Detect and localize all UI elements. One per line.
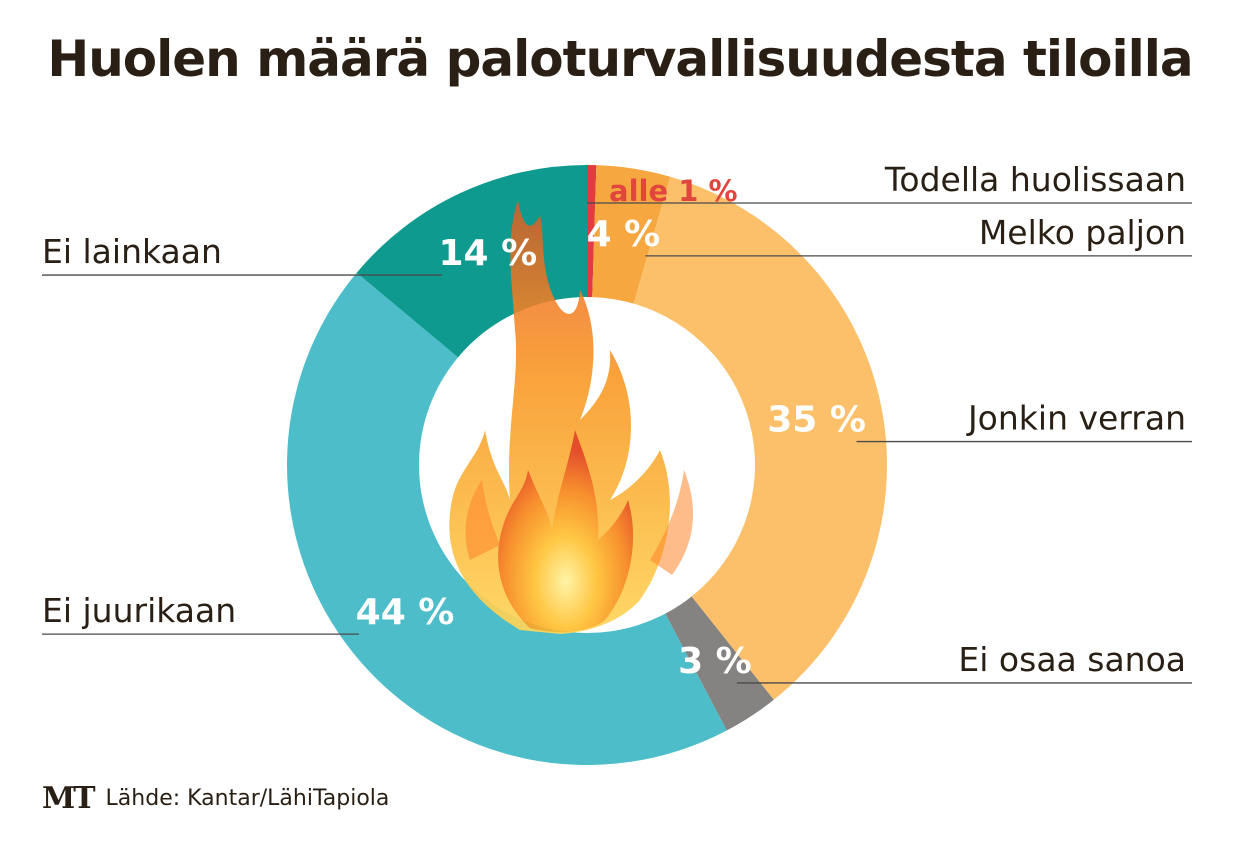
category-label-melko-paljon: Melko paljon [979, 213, 1186, 252]
pct-label-ei-osaa-sanoa: 3 % [678, 641, 752, 682]
category-label-todella-huolissaan: Todella huolissaan [884, 160, 1186, 199]
slice-ei-osaa-sanoa [665, 596, 774, 731]
slice-ei-juurikaan [287, 272, 727, 765]
category-label-ei-osaa-sanoa: Ei osaa sanoa [958, 640, 1186, 679]
flame-icon [449, 200, 694, 634]
slice-todella-huolissaan [587, 165, 597, 298]
pct-label-todella-huolissaan: alle 1 % [609, 174, 738, 208]
pct-label-jonkin-verran: 35 % [767, 400, 866, 441]
slice-jonkin-verran [633, 176, 888, 700]
source-text: Lähde: Kantar/LähiTapiola [105, 785, 390, 811]
category-label-ei-lainkaan: Ei lainkaan [42, 232, 222, 271]
source-footer: MT Lähde: Kantar/LähiTapiola [42, 780, 389, 816]
category-label-jonkin-verran: Jonkin verran [966, 399, 1186, 438]
category-label-ei-juurikaan: Ei juurikaan [42, 591, 236, 630]
chart-title: Huolen määrä paloturvallisuudesta tiloil… [47, 30, 1193, 88]
mt-logo: MT [42, 780, 96, 816]
slice-ei-lainkaan [356, 165, 587, 358]
pct-label-ei-lainkaan: 14 % [438, 233, 537, 274]
pct-label-ei-juurikaan: 44 % [356, 592, 455, 633]
pct-label-melko-paljon: 4 % [587, 214, 661, 255]
slice-melko-paljon [592, 165, 671, 304]
